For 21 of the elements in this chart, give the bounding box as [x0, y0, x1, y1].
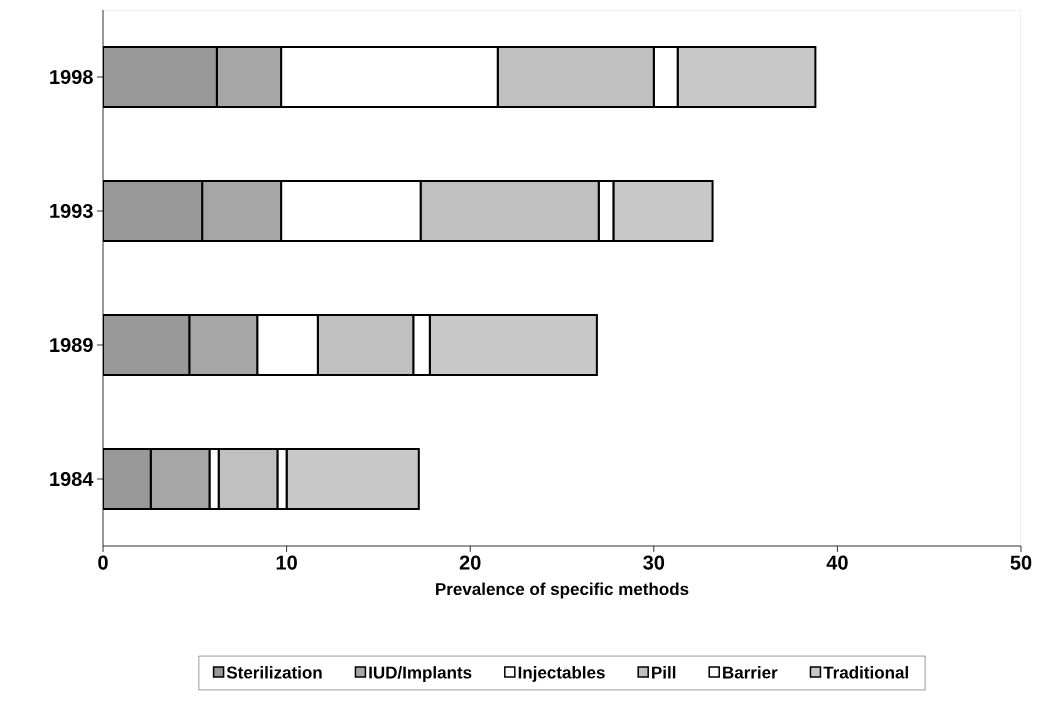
y-tick-label: 1984: [50, 471, 94, 487]
legend-label: Barrier: [723, 666, 778, 679]
y-tick-label: 1998: [50, 69, 93, 85]
bar: [103, 46, 218, 108]
legend-label: IUD/Implants: [369, 666, 472, 682]
x-tick-label: 0: [98, 555, 108, 570]
x-tick-label: 10: [276, 555, 297, 570]
bar: [103, 447, 152, 510]
legend-label: Sterilization: [226, 666, 322, 679]
legend-label: Traditional: [823, 666, 908, 679]
x-axis-title: Prevalence of specific methods: [436, 582, 689, 599]
legend-label: Injectables: [518, 666, 605, 682]
y-tick-label: 1993: [50, 203, 93, 219]
x-tick-label: 30: [643, 555, 665, 570]
x-tick-label: 40: [826, 555, 848, 570]
legend-label: Pill: [652, 666, 676, 679]
bar: [103, 180, 204, 242]
bar: [103, 314, 191, 376]
y-tick-label: 1989: [50, 337, 93, 353]
x-tick-label: 20: [459, 555, 481, 570]
x-tick-label: 50: [1010, 555, 1032, 570]
